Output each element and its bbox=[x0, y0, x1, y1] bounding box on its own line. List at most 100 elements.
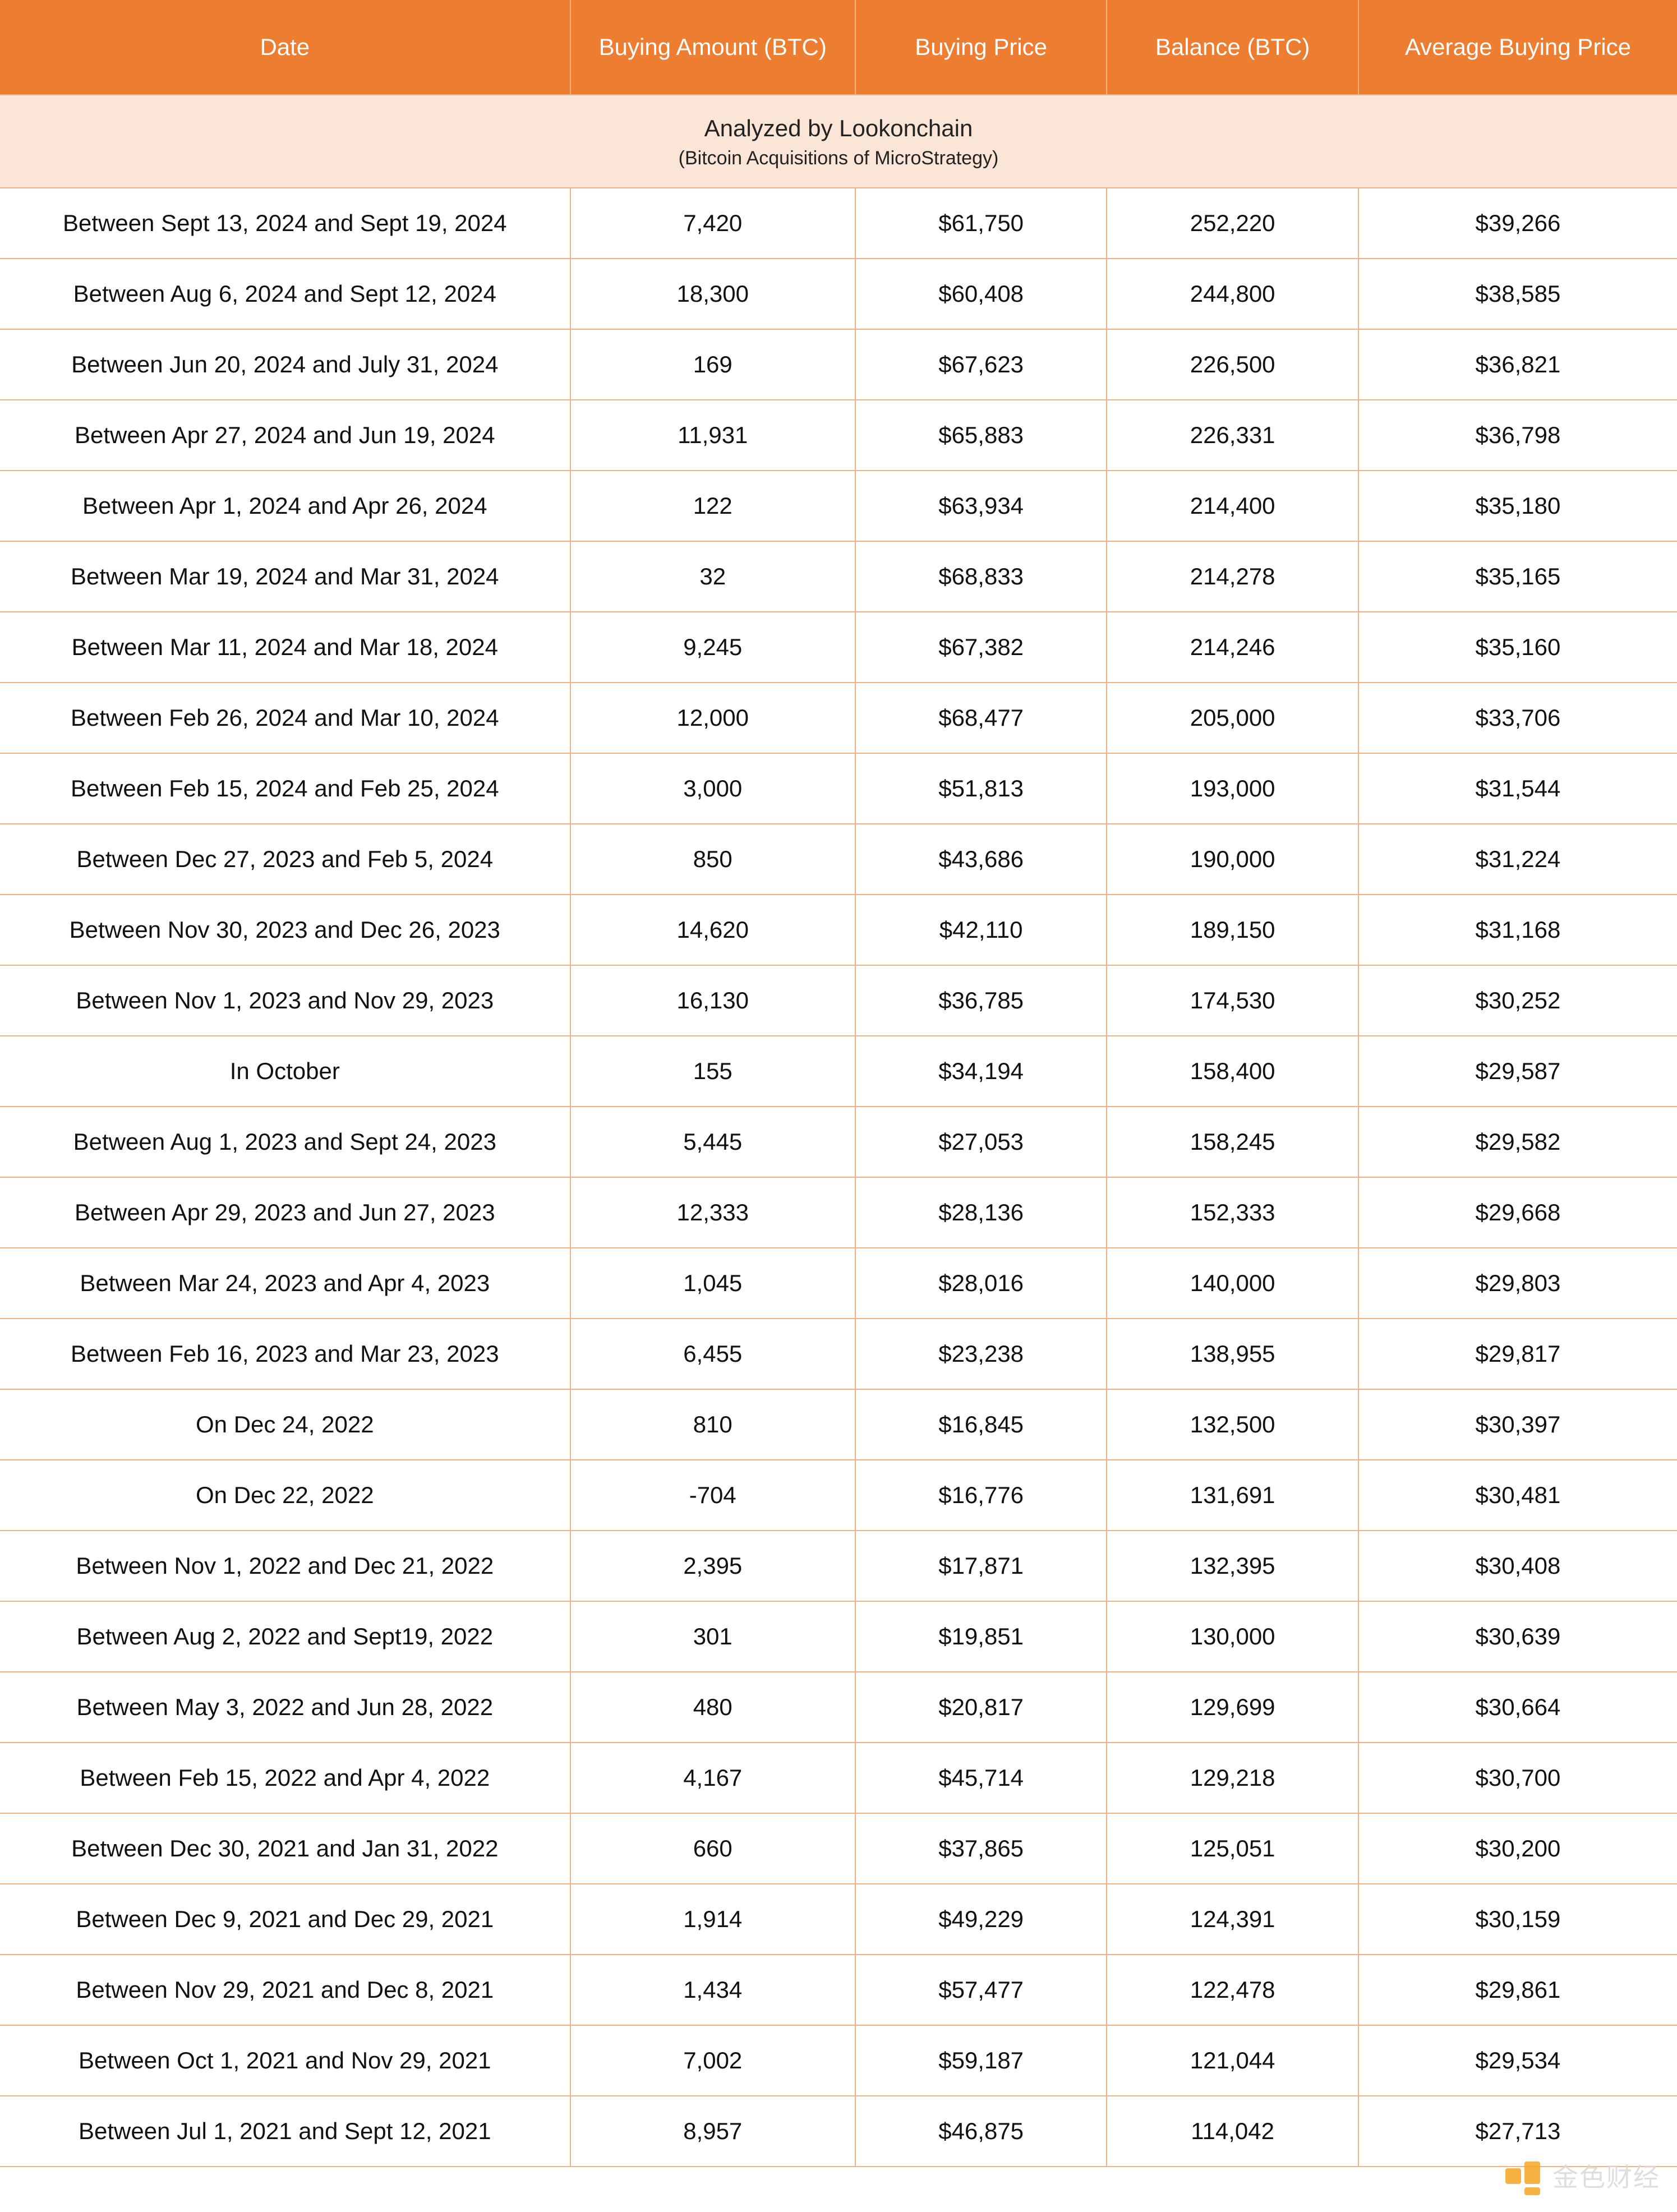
cell-price: $59,187 bbox=[855, 2025, 1107, 2096]
cell-balance: 252,220 bbox=[1107, 188, 1358, 259]
header-date: Date bbox=[0, 0, 570, 95]
cell-avg: $30,397 bbox=[1358, 1389, 1677, 1460]
cell-balance: 131,691 bbox=[1107, 1460, 1358, 1531]
cell-date: Between Mar 19, 2024 and Mar 31, 2024 bbox=[0, 541, 570, 612]
cell-avg: $29,587 bbox=[1358, 1036, 1677, 1107]
cell-balance: 121,044 bbox=[1107, 2025, 1358, 2096]
cell-balance: 244,800 bbox=[1107, 259, 1358, 329]
cell-date: On Dec 22, 2022 bbox=[0, 1460, 570, 1531]
cell-price: $65,883 bbox=[855, 400, 1107, 471]
table-body: Analyzed by Lookonchain (Bitcoin Acquisi… bbox=[0, 95, 1677, 2167]
cell-date: Between Feb 15, 2024 and Feb 25, 2024 bbox=[0, 753, 570, 824]
subtitle-row: Analyzed by Lookonchain (Bitcoin Acquisi… bbox=[0, 95, 1677, 188]
cell-amount: 16,130 bbox=[570, 965, 855, 1036]
cell-amount: 810 bbox=[570, 1389, 855, 1460]
cell-amount: 1,434 bbox=[570, 1955, 855, 2025]
table-row: Between Aug 2, 2022 and Sept19, 2022301$… bbox=[0, 1601, 1677, 1672]
table-row: Between Aug 6, 2024 and Sept 12, 202418,… bbox=[0, 259, 1677, 329]
cell-price: $63,934 bbox=[855, 471, 1107, 541]
cell-date: Between Sept 13, 2024 and Sept 19, 2024 bbox=[0, 188, 570, 259]
cell-amount: 12,333 bbox=[570, 1177, 855, 1248]
cell-date: Between Apr 27, 2024 and Jun 19, 2024 bbox=[0, 400, 570, 471]
cell-amount: 660 bbox=[570, 1813, 855, 1884]
table-row: Between May 3, 2022 and Jun 28, 2022480$… bbox=[0, 1672, 1677, 1743]
table-row: Between Dec 9, 2021 and Dec 29, 20211,91… bbox=[0, 1884, 1677, 1955]
cell-date: Between Feb 26, 2024 and Mar 10, 2024 bbox=[0, 683, 570, 753]
cell-date: Between May 3, 2022 and Jun 28, 2022 bbox=[0, 1672, 570, 1743]
cell-avg: $35,165 bbox=[1358, 541, 1677, 612]
table-row: Between Nov 1, 2022 and Dec 21, 20222,39… bbox=[0, 1531, 1677, 1601]
cell-amount: 32 bbox=[570, 541, 855, 612]
cell-avg: $30,481 bbox=[1358, 1460, 1677, 1531]
cell-amount: 12,000 bbox=[570, 683, 855, 753]
cell-price: $60,408 bbox=[855, 259, 1107, 329]
cell-price: $61,750 bbox=[855, 188, 1107, 259]
cell-balance: 140,000 bbox=[1107, 1248, 1358, 1319]
cell-balance: 114,042 bbox=[1107, 2096, 1358, 2167]
cell-avg: $31,168 bbox=[1358, 895, 1677, 965]
cell-avg: $35,160 bbox=[1358, 612, 1677, 683]
cell-date: Between Dec 9, 2021 and Dec 29, 2021 bbox=[0, 1884, 570, 1955]
cell-date: Between Mar 24, 2023 and Apr 4, 2023 bbox=[0, 1248, 570, 1319]
cell-avg: $29,803 bbox=[1358, 1248, 1677, 1319]
cell-balance: 214,246 bbox=[1107, 612, 1358, 683]
cell-price: $23,238 bbox=[855, 1319, 1107, 1389]
cell-balance: 189,150 bbox=[1107, 895, 1358, 965]
cell-amount: 301 bbox=[570, 1601, 855, 1672]
cell-avg: $33,706 bbox=[1358, 683, 1677, 753]
cell-price: $49,229 bbox=[855, 1884, 1107, 1955]
cell-price: $51,813 bbox=[855, 753, 1107, 824]
cell-date: Between Nov 1, 2022 and Dec 21, 2022 bbox=[0, 1531, 570, 1601]
header-avg: Average Buying Price bbox=[1358, 0, 1677, 95]
cell-avg: $30,252 bbox=[1358, 965, 1677, 1036]
cell-date: Between Jun 20, 2024 and July 31, 2024 bbox=[0, 329, 570, 400]
table-row: Between Mar 24, 2023 and Apr 4, 20231,04… bbox=[0, 1248, 1677, 1319]
cell-amount: 8,957 bbox=[570, 2096, 855, 2167]
cell-amount: 169 bbox=[570, 329, 855, 400]
cell-price: $34,194 bbox=[855, 1036, 1107, 1107]
cell-date: Between Nov 30, 2023 and Dec 26, 2023 bbox=[0, 895, 570, 965]
cell-amount: 1,914 bbox=[570, 1884, 855, 1955]
subtitle-sub: (Bitcoin Acquisitions of MicroStrategy) bbox=[6, 145, 1671, 172]
cell-balance: 174,530 bbox=[1107, 965, 1358, 1036]
cell-date: Between Aug 6, 2024 and Sept 12, 2024 bbox=[0, 259, 570, 329]
cell-avg: $29,861 bbox=[1358, 1955, 1677, 2025]
cell-balance: 193,000 bbox=[1107, 753, 1358, 824]
table-row: On Dec 22, 2022-704$16,776131,691$30,481 bbox=[0, 1460, 1677, 1531]
cell-avg: $29,582 bbox=[1358, 1107, 1677, 1177]
table-row: Between Sept 13, 2024 and Sept 19, 20247… bbox=[0, 188, 1677, 259]
cell-price: $68,477 bbox=[855, 683, 1107, 753]
table-row: Between Feb 16, 2023 and Mar 23, 20236,4… bbox=[0, 1319, 1677, 1389]
cell-date: Between Jul 1, 2021 and Sept 12, 2021 bbox=[0, 2096, 570, 2167]
cell-date: Between Apr 29, 2023 and Jun 27, 2023 bbox=[0, 1177, 570, 1248]
cell-price: $45,714 bbox=[855, 1743, 1107, 1813]
table-row: Between Dec 27, 2023 and Feb 5, 2024850$… bbox=[0, 824, 1677, 895]
table-row: Between Feb 15, 2024 and Feb 25, 20243,0… bbox=[0, 753, 1677, 824]
table-row: Between Jun 20, 2024 and July 31, 202416… bbox=[0, 329, 1677, 400]
cell-price: $17,871 bbox=[855, 1531, 1107, 1601]
cell-balance: 226,500 bbox=[1107, 329, 1358, 400]
cell-avg: $30,200 bbox=[1358, 1813, 1677, 1884]
cell-balance: 190,000 bbox=[1107, 824, 1358, 895]
cell-price: $67,623 bbox=[855, 329, 1107, 400]
cell-avg: $30,639 bbox=[1358, 1601, 1677, 1672]
table-row: On Dec 24, 2022810$16,845132,500$30,397 bbox=[0, 1389, 1677, 1460]
cell-avg: $30,159 bbox=[1358, 1884, 1677, 1955]
cell-date: Between Nov 29, 2021 and Dec 8, 2021 bbox=[0, 1955, 570, 2025]
cell-date: Between Aug 1, 2023 and Sept 24, 2023 bbox=[0, 1107, 570, 1177]
cell-date: Between Dec 30, 2021 and Jan 31, 2022 bbox=[0, 1813, 570, 1884]
cell-balance: 214,400 bbox=[1107, 471, 1358, 541]
cell-balance: 152,333 bbox=[1107, 1177, 1358, 1248]
cell-date: Between Feb 16, 2023 and Mar 23, 2023 bbox=[0, 1319, 570, 1389]
cell-amount: 1,045 bbox=[570, 1248, 855, 1319]
header-price: Buying Price bbox=[855, 0, 1107, 95]
table-row: Between Aug 1, 2023 and Sept 24, 20235,4… bbox=[0, 1107, 1677, 1177]
cell-amount: 2,395 bbox=[570, 1531, 855, 1601]
cell-amount: -704 bbox=[570, 1460, 855, 1531]
cell-price: $16,845 bbox=[855, 1389, 1107, 1460]
cell-avg: $29,817 bbox=[1358, 1319, 1677, 1389]
cell-avg: $29,668 bbox=[1358, 1177, 1677, 1248]
header-balance: Balance (BTC) bbox=[1107, 0, 1358, 95]
cell-avg: $30,408 bbox=[1358, 1531, 1677, 1601]
cell-avg: $29,534 bbox=[1358, 2025, 1677, 2096]
